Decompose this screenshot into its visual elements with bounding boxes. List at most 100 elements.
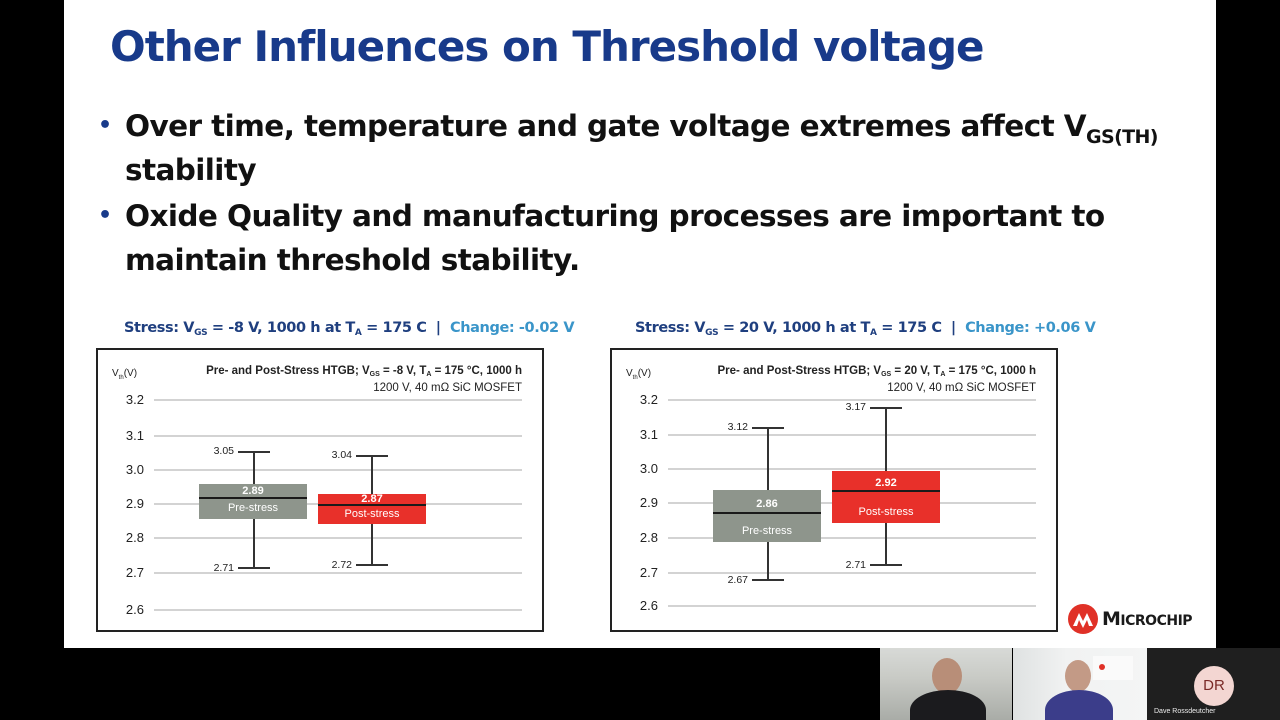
- sub: A: [869, 328, 877, 338]
- grid: [668, 605, 1036, 607]
- microchip-logo: MICROCHIP: [1068, 604, 1193, 634]
- bullet-item: • Over time, temperature and gate voltag…: [98, 104, 1208, 192]
- sub: th: [632, 375, 638, 381]
- div: [1099, 664, 1105, 670]
- max-label: 3.17: [845, 401, 866, 413]
- sub: GS: [705, 328, 719, 338]
- chart-subtitle: 1200 V, 40 mΩ SiC MOSFET: [887, 382, 1036, 394]
- cap: [356, 564, 388, 566]
- boxplot-chart-right: Vth(V) Pre- and Post-Stress HTGB; VGS = …: [610, 348, 1058, 632]
- y-tick: 3.0: [639, 461, 658, 476]
- box-pre-stress: 2.86 Pre-stress: [713, 490, 821, 542]
- bullet-item: • Oxide Quality and manufacturing proces…: [98, 194, 1208, 282]
- bl: Pre-stress: [741, 525, 793, 537]
- span: Over time, temperature and gate voltage …: [125, 109, 1087, 143]
- span: = 175 °C, 1000 h: [431, 365, 522, 377]
- span: = 175 C |: [876, 320, 966, 336]
- participant-name: Dave Rossdeutcher: [1154, 708, 1216, 715]
- y-tick: 2.8: [639, 530, 658, 545]
- med: [713, 512, 821, 514]
- y-tick: 3.0: [125, 462, 144, 477]
- cap: [238, 451, 270, 453]
- med: [832, 490, 940, 492]
- y-axis-label: Vth(V): [626, 368, 651, 381]
- box-post-stress: 2.87 Post-stress: [318, 493, 426, 524]
- bl: Pre-stress: [227, 502, 279, 514]
- grid: [668, 537, 1036, 539]
- y-tick: 3.2: [125, 392, 144, 407]
- mv: 2.92: [875, 477, 897, 489]
- span: = 175 °C, 1000 h: [945, 365, 1036, 377]
- cap: [752, 427, 784, 429]
- grid: [154, 609, 522, 611]
- max-label: 3.04: [331, 449, 352, 461]
- span: (V): [637, 368, 652, 379]
- span: = -8 V, T: [379, 365, 427, 377]
- sub: A: [940, 371, 946, 378]
- span: V: [112, 368, 119, 379]
- grid: [668, 468, 1036, 470]
- min-label: 2.71: [213, 562, 234, 574]
- chart-title: Pre- and Post-Stress HTGB; VGS = 20 V, T…: [717, 365, 1037, 378]
- min-label: 2.72: [331, 559, 352, 571]
- min-label: 2.67: [727, 574, 748, 586]
- grid: [154, 537, 522, 539]
- bl: Post-stress: [858, 506, 914, 518]
- y-tick: 2.9: [639, 495, 658, 510]
- span: = -8 V, 1000 h at T: [207, 320, 356, 336]
- sub: GS(TH): [1085, 126, 1159, 148]
- sub: GS: [881, 371, 892, 378]
- span: Pre- and Post-Stress HTGB; V: [717, 365, 882, 377]
- box-post-stress: 2.92 Post-stress: [832, 471, 940, 523]
- y-tick: 2.6: [639, 598, 658, 613]
- max-label: 3.12: [727, 421, 748, 433]
- bl: Post-stress: [344, 508, 400, 520]
- span: V: [626, 368, 633, 379]
- stress-header-left: Stress: VGS = -8 V, 1000 h at TA = 175 C…: [124, 320, 575, 338]
- presentation-slide: Other Influences on Threshold voltage • …: [64, 0, 1216, 648]
- chart-subtitle: 1200 V, 40 mΩ SiC MOSFET: [373, 382, 522, 394]
- mv: 2.87: [361, 493, 383, 505]
- y-tick: 3.1: [125, 428, 144, 443]
- sub: A: [426, 371, 432, 378]
- person: [910, 690, 986, 720]
- y-tick: 2.9: [125, 496, 144, 511]
- span: Stress: V: [124, 320, 195, 336]
- slide-title: Other Influences on Threshold voltage: [110, 22, 985, 71]
- boxplot-chart-left: Vth(V) Pre- and Post-Stress HTGB; VGS = …: [96, 348, 544, 632]
- sub: th: [118, 375, 124, 381]
- mv: 2.86: [756, 498, 778, 510]
- grid: [668, 434, 1036, 436]
- avatar: DR: [1194, 666, 1234, 706]
- span: M: [1102, 608, 1121, 630]
- grid: [154, 399, 522, 401]
- med: [318, 504, 426, 506]
- person: [1045, 690, 1113, 720]
- span: = 20 V, 1000 h at T: [718, 320, 871, 336]
- cap: [870, 407, 902, 409]
- grid: [668, 572, 1036, 574]
- bullet-list: • Over time, temperature and gate voltag…: [98, 104, 1208, 284]
- mv: 2.89: [242, 485, 264, 497]
- min-label: 2.71: [845, 559, 866, 571]
- participant-tile-dave-rossdeutcher[interactable]: DR Dave Rossdeutcher: [1147, 648, 1280, 720]
- y-tick: 2.7: [125, 565, 144, 580]
- grid: [154, 469, 522, 471]
- span: stability: [125, 153, 257, 187]
- head: [932, 658, 962, 694]
- y-tick: 2.7: [639, 565, 658, 580]
- span: = 20 V, T: [891, 365, 941, 377]
- grid: [154, 435, 522, 437]
- head: [1065, 660, 1091, 692]
- word: MICROCHIP: [1102, 608, 1193, 630]
- cap: [870, 564, 902, 566]
- span: = 175 C |: [361, 320, 450, 336]
- chart-title: Pre- and Post-Stress HTGB; VGS = -8 V, T…: [206, 365, 522, 378]
- span: Oxide Quality and manufacturing processe…: [125, 199, 1105, 277]
- participant-video-tile[interactable]: [880, 648, 1012, 720]
- participant-video-tile[interactable]: [1013, 648, 1147, 720]
- y-tick: 2.8: [125, 530, 144, 545]
- y-tick: 3.1: [639, 427, 658, 442]
- sub: GS: [194, 328, 208, 338]
- y-axis-label: Vth(V): [112, 368, 137, 381]
